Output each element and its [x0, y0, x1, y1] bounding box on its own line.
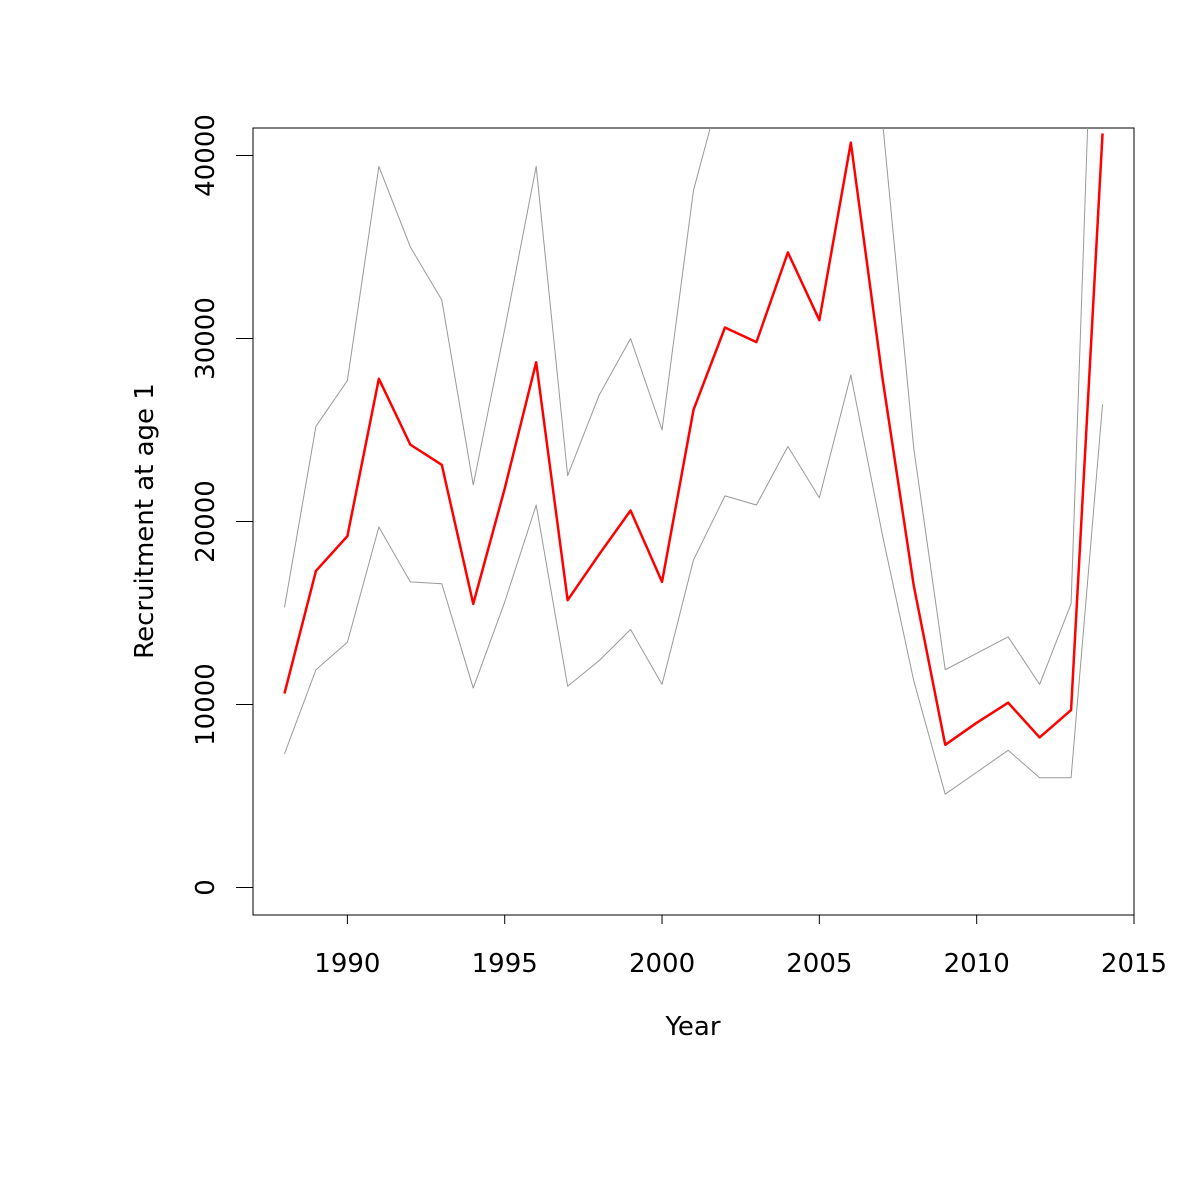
x-axis-title: Year: [664, 1012, 720, 1042]
estimate-line: [284, 133, 1102, 744]
y-axis-title: Recruitment at age 1: [130, 383, 160, 659]
x-tick-label: 2000: [629, 949, 695, 979]
y-tick-label: 0: [191, 879, 221, 896]
y-tick-label: 30000: [191, 297, 221, 380]
x-tick-label: 2010: [944, 949, 1010, 979]
x-tick-label: 2005: [786, 949, 852, 979]
x-tick-label: 1995: [472, 949, 538, 979]
y-tick-label: 20000: [191, 480, 221, 563]
series-layer: [284, 0, 1102, 794]
y-axis: 0 10000 20000 30000 40000: [191, 114, 253, 896]
x-tick-label: 1990: [314, 949, 380, 979]
plot-box: [253, 128, 1134, 915]
y-tick-label: 10000: [191, 663, 221, 746]
upper-bound-line: [284, 0, 1102, 684]
y-tick-label: 40000: [191, 114, 221, 197]
x-tick-label: 2015: [1101, 949, 1167, 979]
x-axis: 1990 1995 2000 2005 2010 2015: [314, 915, 1167, 979]
